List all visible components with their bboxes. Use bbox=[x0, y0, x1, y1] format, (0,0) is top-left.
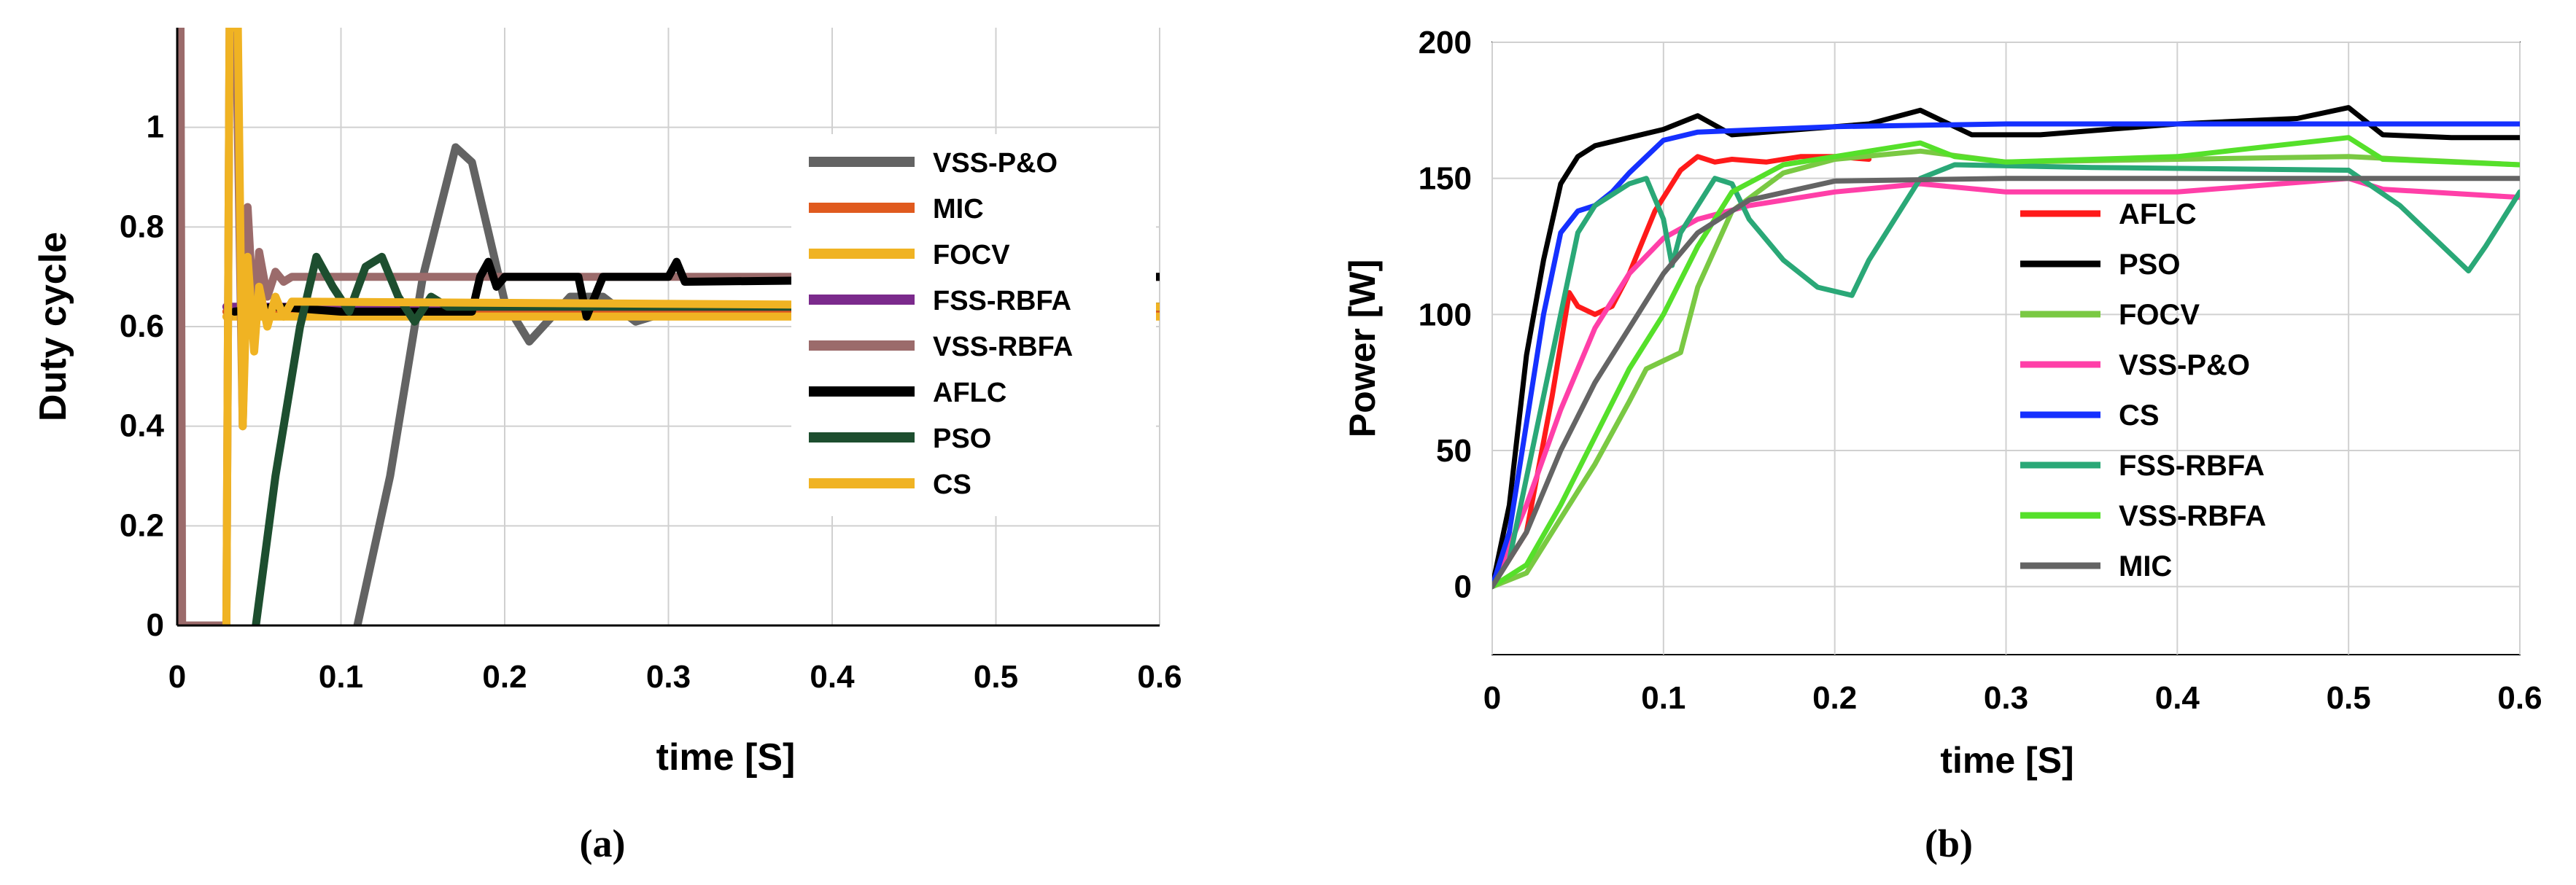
y-tick-label: 0.8 bbox=[120, 208, 164, 244]
series-group bbox=[177, 28, 1160, 625]
legend-label-vss-p-o: VSS-P&O bbox=[2119, 349, 2250, 381]
legend-label-aflc: AFLC bbox=[2119, 198, 2197, 230]
legend-label-cs: CS bbox=[2119, 399, 2160, 432]
figure-caption: (a) bbox=[580, 822, 626, 865]
legend-box bbox=[791, 134, 1156, 516]
y-axis-label: Duty cycle bbox=[32, 232, 74, 421]
x-tick-label: 0.2 bbox=[1812, 680, 1857, 716]
x-tick-label: 0.6 bbox=[2497, 680, 2542, 716]
x-tick-label: 0.1 bbox=[319, 659, 363, 695]
legend-label-pso: PSO bbox=[2119, 249, 2180, 281]
x-axis-label: time [S] bbox=[1940, 740, 2073, 781]
y-tick-label: 0.2 bbox=[120, 507, 164, 543]
x-tick-label: 0.6 bbox=[1137, 659, 1182, 695]
y-tick-label: 1 bbox=[147, 109, 164, 145]
series-line-fss-rbfa bbox=[1492, 162, 2520, 590]
series-line-vss-rbfa bbox=[177, 28, 1160, 625]
x-tick-label: 0.1 bbox=[1641, 680, 1685, 716]
legend-label-fss-rbfa: FSS-RBFA bbox=[933, 286, 1071, 316]
y-axis-label: Power [W] bbox=[1342, 260, 1383, 437]
y-tick-label: 50 bbox=[1436, 433, 1472, 469]
x-tick-label: 0.3 bbox=[646, 659, 691, 695]
x-tick-label: 0.4 bbox=[2155, 680, 2200, 716]
x-tick-label: 0.4 bbox=[810, 659, 855, 695]
legend-label-vss-rbfa: VSS-RBFA bbox=[2119, 500, 2266, 532]
legend-label-fss-rbfa: FSS-RBFA bbox=[2119, 450, 2265, 482]
x-axis-label: time [S] bbox=[656, 736, 796, 779]
y-tick-label: 0.4 bbox=[120, 408, 165, 444]
y-tick-label: 0 bbox=[1454, 569, 1472, 605]
legend-label-pso: PSO bbox=[933, 424, 991, 454]
series-line-mic bbox=[1492, 176, 2520, 590]
y-tick-label: 200 bbox=[1419, 25, 1472, 61]
figure-caption: (b) bbox=[1925, 822, 1973, 865]
series-line-vss-p-o bbox=[1492, 176, 2520, 590]
y-tick-label: 0.6 bbox=[120, 308, 164, 344]
y-tick-label: 150 bbox=[1419, 161, 1472, 197]
x-tick-label: 0 bbox=[168, 659, 186, 695]
legend-label-aflc: AFLC bbox=[933, 378, 1006, 408]
x-tick-label: 0.5 bbox=[2327, 680, 2371, 716]
x-tick-label: 0.3 bbox=[1984, 680, 2028, 716]
series-line-aflc bbox=[1492, 154, 1872, 590]
y-tick-label: 100 bbox=[1419, 297, 1472, 332]
series-line-cs bbox=[222, 28, 1160, 625]
x-tick-label: 0.5 bbox=[974, 659, 1018, 695]
chart-b: 0 0.1 0.2 0.3 0.4 0.5 0.6 0 50 100 150 200 time [S] P… bbox=[1342, 25, 2542, 865]
series-line-vss-rbfa bbox=[1492, 135, 2520, 590]
series-group bbox=[1492, 105, 2520, 590]
y-tick-label: 0 bbox=[147, 607, 164, 643]
legend-label-mic: MIC bbox=[933, 194, 984, 225]
series-line-pso bbox=[1492, 105, 2520, 590]
chart-a: 0 0.1 0.2 0.3 0.4 0.5 0.6 0 0.2 0.4 0.6 0.8 1 time [S… bbox=[32, 28, 1182, 865]
series-line-cs bbox=[1492, 121, 2520, 590]
legend-label-cs: CS bbox=[933, 469, 971, 500]
legend: VSS-P&O MIC FOCV FSS-RBFA VSS-RBFA AFLC PSO CS bbox=[791, 134, 1156, 516]
x-tick-label: 0 bbox=[1483, 680, 1501, 716]
legend-label-vss-p-o: VSS-P&O bbox=[933, 148, 1058, 179]
legend-label-focv: FOCV bbox=[933, 240, 1010, 270]
legend-label-mic: MIC bbox=[2119, 550, 2172, 582]
legend-label-focv: FOCV bbox=[2119, 299, 2200, 331]
legend-label-vss-rbfa: VSS-RBFA bbox=[933, 332, 1073, 362]
x-tick-label: 0.2 bbox=[482, 659, 527, 695]
legend: AFLC PSO FOCV VSS-P&O CS FSS-RBFA VSS-RBFA MIC bbox=[2020, 198, 2266, 582]
